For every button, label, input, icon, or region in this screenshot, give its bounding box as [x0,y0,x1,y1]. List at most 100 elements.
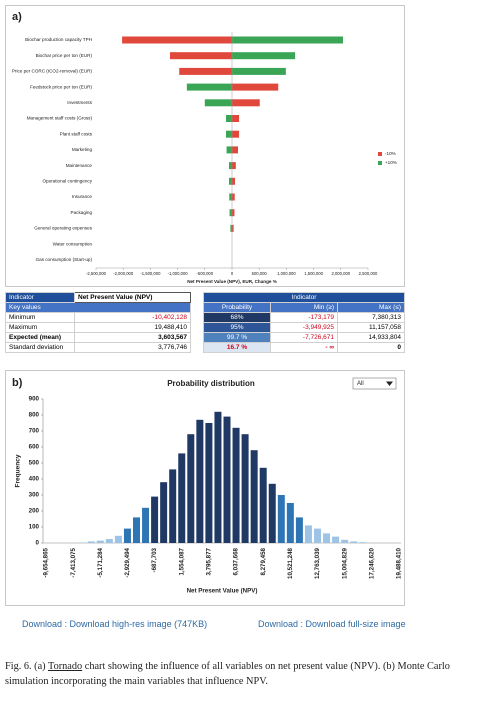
bar [178,453,186,543]
bar [229,162,232,170]
x-axis-title: Net Present Value (NPV) [187,588,258,595]
bar [205,423,213,543]
category-label: Gas consumption (Start-up) [36,257,93,262]
bar [232,52,296,60]
bar [232,130,240,138]
header-cell: Net Present Value (NPV) [74,292,191,303]
panel-b: b) Probability distribution All 0 100 200 300 4… [5,370,405,606]
category-label: General operating expenses [34,226,92,231]
cell: -10,402,128 [74,312,191,323]
bar [259,467,267,543]
bar [250,450,258,543]
bar [87,541,95,543]
panel-a: a) Biochar production capacity TPH Biochar… [5,5,405,287]
header-cell: Indicator [203,292,405,303]
x-axis-title: Net Present Value (NPV), EUR, Change % [187,279,277,284]
x-tick-label: 6,037,668 [233,547,240,575]
x-tick-label: -687,703 [151,547,158,572]
bar [350,541,358,543]
cell: 11,157,058 [337,322,405,333]
y-tick-label: 300 [29,492,40,499]
bar [332,536,340,543]
x-tick-label: 15,004,829 [341,547,348,579]
bar [96,540,104,543]
bar [232,115,240,122]
y-tick-label: 200 [29,508,40,515]
cell: 7,380,313 [337,312,405,323]
cell: 95% [203,322,271,333]
bar [160,482,168,543]
row-label: Maximum [5,322,75,333]
bar [187,434,195,543]
category-label: Maintenance [66,163,93,168]
x-tick-label: 8,279,458 [260,547,267,575]
category-label: Price per CORC (tCO2-removal) (EUR) [12,69,93,74]
bar [232,99,260,107]
x-tick-label: 1,554,087 [178,547,185,575]
bar [232,36,343,44]
key-values-table: Indicator Net Present Value (NPV) Key val… [5,292,191,353]
download-link[interactable]: Download : Download full-size image [258,619,406,629]
bar [268,483,276,543]
category-label: Water consumption [53,241,93,246]
bar [232,427,240,543]
bar [241,434,249,543]
bar [232,67,286,75]
bar [232,83,279,91]
caption: Fig. 6. (a) Tornado chart showing the in… [5,659,483,689]
bar [133,517,140,543]
column-header: Min (≥) [270,302,338,313]
row-label: Standard deviation [5,342,75,353]
bar [226,130,232,138]
category-label: Investments [67,100,92,105]
cell: 14,933,804 [337,332,405,343]
bar [186,83,232,91]
bar [304,525,312,543]
cell: 3,603,567 [74,332,191,343]
x-tick-label: -1,500,000 [140,271,161,276]
category-label: Insurance [72,194,93,199]
bar [179,67,232,75]
download-link[interactable]: Download : Download high-res image (747K… [22,619,208,629]
legend-swatch [378,152,382,156]
bar [277,495,285,543]
y-tick-label: 800 [29,412,40,419]
bar [229,209,232,217]
cell: 3,776,746 [74,342,191,353]
bar [359,542,367,543]
caption-link[interactable]: Tornado [48,661,83,672]
x-tick-label: 2,500,000 [359,271,378,276]
bar [314,528,321,543]
x-tick-label: 2,000,000 [331,271,350,276]
dropdown[interactable] [352,377,397,390]
x-tick-label: -2,500,000 [86,271,107,276]
legend-label: +10% [385,160,397,165]
probability-table: Indicator Probability Min (≥) Max (≤) 68% -… [203,292,405,353]
bar [232,177,235,185]
bar [114,535,122,543]
cell: 68% [203,312,271,323]
category-label: Packaging [71,210,93,215]
panel-label: a) [12,11,22,23]
legend-label: -10% [385,151,396,156]
bar [230,224,232,232]
cell: 19,488,410 [74,322,191,333]
column-header: Max (≤) [337,302,405,313]
cell: 99.7 % [203,332,271,343]
bar [226,115,232,122]
bar [232,146,238,154]
y-tick-label: 100 [29,524,40,531]
legend-swatch [378,161,382,165]
x-tick-label: -7,413,075 [70,547,77,577]
y-tick-label: 0 [36,540,40,547]
bar [204,99,232,107]
bar [232,224,234,232]
bar [295,517,303,543]
y-tick-label: 700 [29,428,40,435]
category-label: Biochar price per ton (EUR) [36,53,93,58]
bar [229,177,232,185]
bar [196,419,204,543]
bar [142,507,150,543]
header-cell: Indicator [5,292,75,303]
